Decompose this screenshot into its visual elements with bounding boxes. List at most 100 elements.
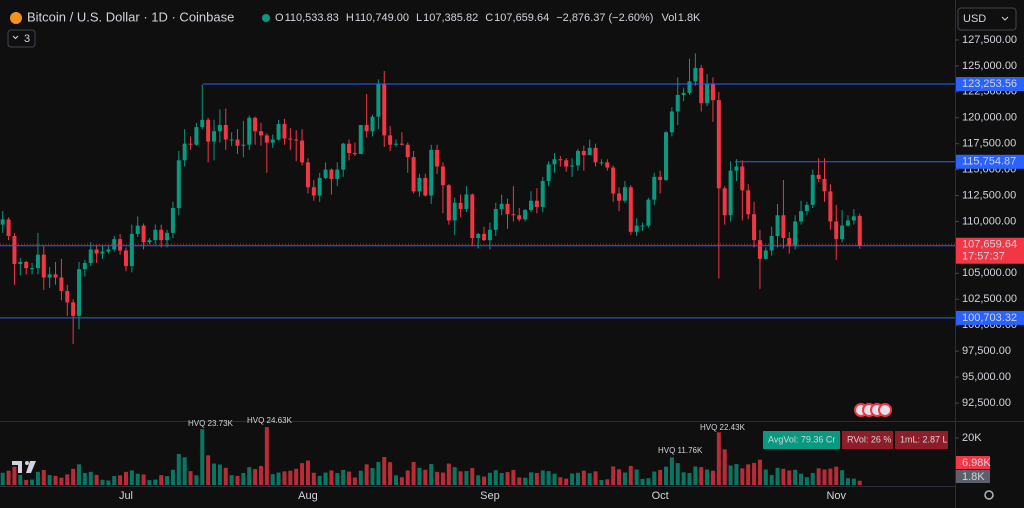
volume-bar — [206, 455, 211, 485]
candle-body — [258, 131, 263, 136]
settings-icon[interactable] — [984, 490, 994, 500]
logo-part — [25, 461, 29, 465]
currency-frame[interactable] — [957, 7, 1017, 31]
volume-bar — [335, 473, 340, 485]
volume-bar — [341, 469, 346, 485]
candle-body — [217, 125, 222, 132]
volume-tag-label: 6.98K — [962, 457, 991, 469]
candle-body — [388, 135, 393, 145]
candle-body — [411, 157, 416, 192]
candle-body — [851, 216, 856, 221]
collapse-frame[interactable] — [7, 29, 36, 48]
ohlc-key: H — [346, 12, 354, 24]
volume-bar — [687, 473, 692, 485]
collapse-button[interactable]: 3 — [7, 29, 36, 48]
candle-body — [35, 254, 40, 269]
ohlc-key: O — [275, 12, 284, 24]
candle-body — [370, 116, 375, 132]
candle-body — [200, 119, 205, 128]
x-tick-label: Jul — [119, 490, 133, 502]
volume-bar — [664, 466, 669, 485]
candle-body — [264, 135, 269, 143]
candle-body — [229, 139, 234, 141]
ohlc-value: 110,533.83 — [285, 12, 339, 24]
volume-bar — [722, 449, 727, 485]
volume-bar — [763, 469, 768, 485]
volume-bar — [793, 469, 798, 485]
chevron — [1001, 16, 1009, 21]
candle-body — [769, 235, 774, 251]
volume-bar — [828, 468, 833, 485]
candle-body — [194, 127, 199, 145]
candle-body — [30, 268, 35, 270]
volume-bar — [159, 475, 164, 485]
candle-body — [153, 229, 158, 241]
candle-body — [775, 215, 780, 236]
volume-bar — [423, 469, 428, 485]
candle-body — [787, 238, 792, 247]
y-tick-label: 105,000.00 — [962, 267, 1017, 279]
volume-bar — [282, 471, 287, 485]
candle-body — [658, 176, 663, 180]
candle-body — [176, 160, 181, 208]
candle-body — [681, 92, 686, 95]
volume-bar — [405, 470, 410, 485]
candle-body — [581, 150, 586, 156]
flag[interactable] — [878, 403, 892, 417]
event-flags[interactable] — [854, 403, 892, 417]
volume-bar — [552, 473, 557, 485]
candle-body — [781, 215, 786, 239]
candle-body — [763, 250, 768, 259]
header: Bitcoin / U.S. Dollar · 1D · Coinbase — [10, 9, 270, 24]
candle-body — [705, 83, 710, 104]
volume-bar — [393, 475, 398, 485]
candle-body — [282, 123, 287, 139]
volume-bar — [323, 472, 328, 485]
volume-bar — [605, 479, 610, 485]
candle-body — [675, 94, 680, 112]
candle-body — [206, 119, 211, 142]
volume-bar — [141, 474, 146, 485]
candle-body — [511, 214, 516, 216]
volume-bar — [364, 464, 369, 485]
candle-body — [470, 194, 475, 239]
volume-bar — [787, 470, 792, 485]
volume-bar — [458, 471, 463, 485]
candle-body — [100, 251, 105, 254]
hvq-label: HVQ 23.73K — [188, 419, 234, 428]
candle-body — [799, 211, 804, 222]
volume-tag — [956, 470, 990, 483]
candle-body — [347, 143, 352, 154]
volume-bar — [194, 475, 199, 485]
plot — [0, 53, 862, 485]
volume-bar — [0, 472, 5, 485]
y-tick-label: 127,500.00 — [962, 34, 1017, 46]
logo-part — [12, 461, 22, 473]
volume-bar — [699, 467, 704, 485]
currency-button[interactable]: USD — [957, 7, 1017, 31]
volume-bar — [564, 478, 569, 485]
y-tick-label: 120,000.00 — [962, 112, 1017, 124]
volume-bar — [30, 479, 35, 485]
candle-body — [634, 225, 639, 232]
volume-bar — [646, 478, 651, 485]
level-tag-label: 115,754.87 — [962, 156, 1016, 168]
candle-body — [793, 221, 798, 247]
chevron — [12, 35, 19, 40]
volume-bar — [435, 471, 440, 485]
candle-body — [24, 261, 29, 269]
volume-bar — [834, 466, 839, 485]
candle-body — [47, 274, 52, 278]
volume-bar — [253, 469, 258, 485]
volume-bar — [123, 471, 128, 485]
volume-bar — [734, 464, 739, 485]
volume-bar — [746, 464, 751, 485]
volume-bar — [816, 468, 821, 485]
volume-bar — [65, 474, 70, 485]
volume-bar — [288, 470, 293, 485]
volume-bar — [35, 471, 40, 485]
volume-tick-label: 20K — [962, 432, 982, 444]
price-tag-label: 107,659.64 — [962, 239, 1017, 251]
candle-body — [564, 160, 569, 167]
candle-body — [840, 225, 845, 240]
